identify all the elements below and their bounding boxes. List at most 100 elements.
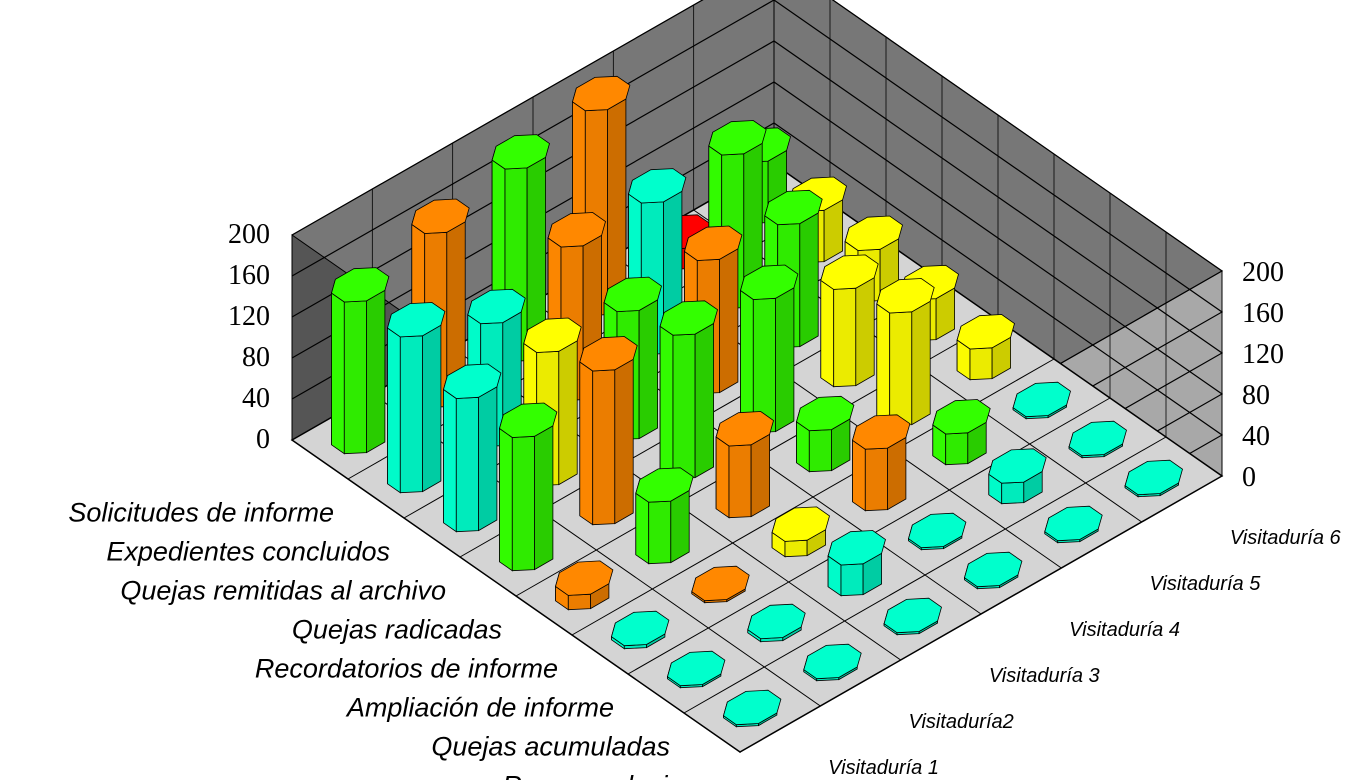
- bar-side: [422, 324, 442, 493]
- bar-side: [911, 300, 931, 426]
- bar-side: [592, 369, 616, 526]
- bar-top: [803, 643, 862, 680]
- bar-top: [555, 560, 614, 596]
- bar-side: [659, 325, 674, 480]
- category-label: Quejas remitidas al archivo: [120, 576, 446, 606]
- bar-top: [572, 75, 631, 112]
- bar-side: [638, 299, 658, 440]
- bar-top: [1068, 420, 1127, 457]
- series-label: Visitaduría 4: [1069, 619, 1180, 641]
- bar-side: [876, 303, 891, 427]
- series-label: Visitaduría 3: [989, 665, 1100, 687]
- bar-top: [611, 610, 670, 647]
- category-label: Recordatorios de informe: [255, 654, 558, 684]
- bar-side: [694, 322, 714, 479]
- bar-top: [844, 215, 903, 251]
- bar-6-1: [747, 603, 806, 643]
- bar-top: [659, 300, 718, 336]
- bar-side: [672, 333, 696, 480]
- bar-top: [820, 254, 879, 290]
- series-label: Visitaduría 1: [828, 757, 939, 779]
- bar-3-4: [820, 254, 879, 388]
- bar-side: [443, 388, 457, 533]
- bar-7-0: [723, 689, 782, 728]
- series-label: Visitaduría2: [909, 711, 1014, 733]
- bar-7-4: [1044, 505, 1103, 544]
- bar-side: [799, 212, 819, 348]
- bar-4-3: [796, 395, 855, 473]
- bar-top: [1044, 505, 1103, 542]
- bar-4-0: [555, 560, 614, 611]
- bar-top: [491, 134, 550, 170]
- bar-0-0: [331, 267, 390, 455]
- bar-top: [467, 288, 526, 325]
- bar-4-1: [635, 467, 694, 565]
- bar-side: [499, 427, 513, 572]
- bar-side: [887, 436, 907, 511]
- z-tick-left: 80: [242, 342, 270, 373]
- bar-5-0: [611, 610, 670, 650]
- bar-side: [614, 358, 634, 525]
- bar-top: [827, 530, 886, 566]
- bar-top: [628, 168, 687, 204]
- category-label: Quejas acumuladas: [431, 732, 670, 762]
- bar-top: [1012, 381, 1071, 418]
- bar-top: [547, 212, 606, 248]
- bar-top: [499, 402, 558, 438]
- bar-top: [932, 399, 991, 435]
- bar-top: [579, 336, 638, 372]
- bar-side: [775, 287, 795, 433]
- bar-top: [387, 302, 446, 338]
- bar-5-2: [771, 506, 830, 558]
- z-tick-left: 0: [256, 424, 270, 455]
- bar-side: [331, 292, 345, 455]
- bar-top: [852, 414, 911, 450]
- bar-4-5: [956, 314, 1015, 381]
- bar-side: [1001, 481, 1025, 505]
- bar-side: [455, 396, 479, 533]
- bar-top: [331, 267, 390, 303]
- bar-top: [988, 448, 1047, 484]
- bar-side: [784, 539, 808, 558]
- bar-top: [635, 467, 694, 503]
- bar-side: [833, 287, 857, 388]
- category-label: Expedientes concluidos: [106, 537, 390, 567]
- bar-top: [691, 565, 750, 602]
- bar-side: [969, 347, 993, 381]
- bar-side: [728, 444, 752, 519]
- bar-3-3: [740, 264, 799, 434]
- bar-side: [648, 500, 672, 565]
- bar-6-5: [1068, 420, 1127, 459]
- bar-6-4: [988, 448, 1047, 505]
- bar-top: [1124, 459, 1183, 496]
- bar-6-0: [667, 650, 726, 689]
- z-tick-left: 40: [242, 383, 270, 414]
- series-label: Visitaduría 5: [1150, 573, 1262, 595]
- bar-top: [883, 597, 942, 634]
- z-tick-right: 120: [1242, 339, 1284, 370]
- bar-top: [771, 506, 830, 542]
- bar-side: [945, 432, 969, 466]
- bar-4-4: [876, 278, 935, 427]
- bar-side: [855, 277, 875, 387]
- z-tick-left: 160: [228, 260, 270, 291]
- bar-side: [750, 433, 770, 518]
- bar-top: [723, 689, 782, 726]
- bar-side: [715, 436, 730, 519]
- bar-side: [387, 327, 401, 494]
- chart-bars: [331, 75, 1183, 728]
- bar-side: [478, 386, 498, 532]
- bar-top: [715, 411, 774, 447]
- bar-7-5: [1124, 459, 1183, 498]
- bar-3-0: [499, 402, 558, 572]
- bar-top: [956, 314, 1015, 350]
- bar-top: [764, 189, 823, 226]
- bar-side: [852, 439, 866, 512]
- bar-side: [343, 300, 367, 455]
- z-tick-right: 0: [1242, 462, 1256, 493]
- series-label: Visitaduría 6: [1230, 527, 1342, 549]
- bar-5-1: [691, 565, 750, 604]
- bar-7-3: [964, 551, 1023, 590]
- z-tick-right: 200: [1242, 257, 1284, 288]
- category-label: Quejas radicadas: [292, 615, 502, 645]
